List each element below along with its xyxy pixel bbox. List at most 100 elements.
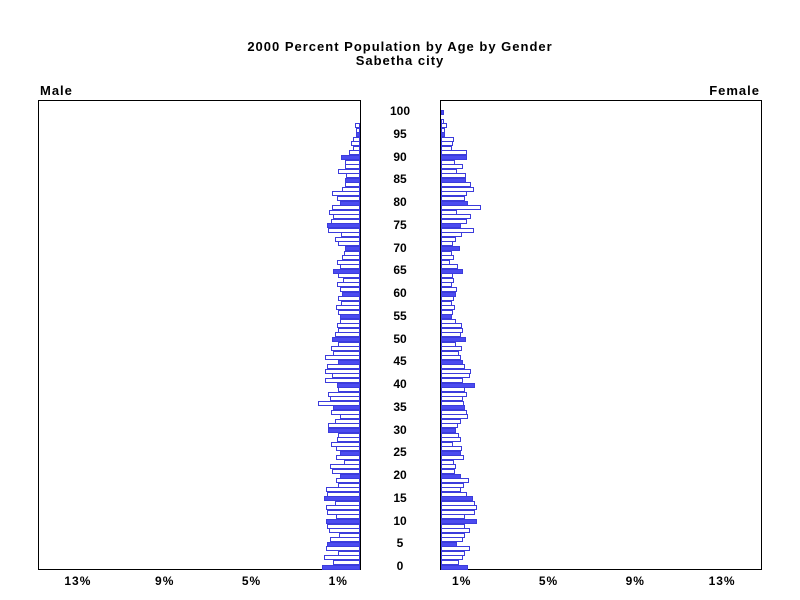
female-bar-age-5 bbox=[441, 541, 457, 547]
female-bar-age-38 bbox=[441, 391, 467, 397]
male-bar-age-29 bbox=[338, 432, 360, 438]
female-bar-age-65 bbox=[441, 268, 463, 274]
male-bar-age-25 bbox=[340, 450, 360, 456]
female-bar-age-19 bbox=[441, 478, 469, 484]
female-bar-age-25 bbox=[441, 450, 461, 456]
male-bar-age-41 bbox=[325, 377, 360, 383]
male-bar-age-8 bbox=[329, 528, 360, 534]
male-bar-age-53 bbox=[337, 323, 360, 329]
male-bar-age-1 bbox=[333, 559, 360, 565]
chart-title-line2: Sabetha city bbox=[355, 53, 445, 68]
female-bar-age-70 bbox=[441, 246, 460, 251]
female-bar-age-49 bbox=[441, 341, 456, 347]
female-bar-age-45 bbox=[441, 359, 463, 365]
male-bar-age-48 bbox=[331, 346, 360, 352]
female-bar-age-46 bbox=[441, 355, 461, 361]
female-bar-age-67 bbox=[441, 259, 450, 265]
male-bar-age-19 bbox=[336, 478, 360, 484]
male-bar-age-14 bbox=[335, 500, 360, 506]
male-bar-age-89 bbox=[345, 159, 360, 165]
female-bar-age-37 bbox=[441, 396, 463, 402]
male-bar-age-60 bbox=[342, 291, 360, 297]
male-percent-tick-1: 1% bbox=[328, 574, 348, 588]
female-bar-age-52 bbox=[441, 327, 463, 333]
female-bar-age-83 bbox=[441, 186, 474, 192]
age-tick-85: 85 bbox=[393, 172, 407, 187]
male-bar-age-78 bbox=[329, 209, 360, 215]
male-bar-age-15 bbox=[324, 496, 360, 502]
female-bar-age-48 bbox=[441, 346, 462, 352]
age-tick-55: 55 bbox=[393, 308, 407, 323]
age-tick-40: 40 bbox=[393, 377, 407, 391]
female-bar-age-1 bbox=[441, 559, 459, 565]
age-tick-80: 80 bbox=[393, 195, 407, 209]
male-bar-age-27 bbox=[331, 441, 360, 447]
female-bar-age-2 bbox=[441, 555, 463, 561]
male-bar-age-2 bbox=[324, 555, 360, 561]
male-bar-age-6 bbox=[330, 537, 360, 543]
male-bar-age-88 bbox=[345, 164, 360, 170]
male-bar-age-33 bbox=[340, 414, 360, 420]
chart-title-line1: 2000 Percent Population by Age by Gender bbox=[247, 39, 553, 54]
age-tick-0: 0 bbox=[396, 559, 404, 573]
male-bar-age-50 bbox=[332, 337, 360, 342]
female-bar-age-41 bbox=[441, 377, 463, 383]
male-bar-age-28 bbox=[337, 437, 360, 443]
female-bar-age-74 bbox=[441, 227, 474, 233]
female-bar-age-76 bbox=[441, 218, 467, 224]
female-bar-age-12 bbox=[441, 509, 475, 515]
female-bar-age-77 bbox=[441, 214, 471, 220]
male-bar-age-31 bbox=[328, 423, 360, 429]
female-bar-age-8 bbox=[441, 528, 470, 534]
female-bar-age-59 bbox=[441, 296, 454, 302]
male-bar-age-57 bbox=[336, 305, 360, 311]
male-bar-age-16 bbox=[327, 491, 360, 497]
female-bar-age-55 bbox=[441, 314, 452, 320]
male-bar-age-58 bbox=[341, 300, 360, 306]
male-bar-age-0 bbox=[322, 564, 360, 570]
male-bar-age-40 bbox=[337, 382, 360, 388]
female-bar-age-94 bbox=[441, 136, 454, 142]
male-bar-age-69 bbox=[344, 250, 360, 256]
male-bar-age-56 bbox=[338, 309, 360, 315]
male-percent-tick-13: 13% bbox=[64, 574, 92, 588]
female-bar-age-39 bbox=[441, 387, 465, 393]
female-bar-age-11 bbox=[441, 514, 465, 520]
male-bar-age-71 bbox=[338, 241, 360, 247]
male-bar-age-5 bbox=[327, 541, 360, 547]
female-bar-age-97 bbox=[441, 123, 447, 129]
female-bar-age-81 bbox=[441, 195, 465, 201]
female-bar-age-17 bbox=[441, 487, 461, 493]
male-bar-age-66 bbox=[340, 264, 360, 270]
male-bar-age-30 bbox=[328, 428, 360, 433]
male-bar-age-95 bbox=[356, 132, 360, 138]
male-bar-age-18 bbox=[338, 482, 360, 488]
female-bar-age-51 bbox=[441, 332, 461, 338]
female-bar-age-93 bbox=[441, 141, 453, 147]
female-bar-age-53 bbox=[441, 323, 462, 329]
male-bar-age-79 bbox=[332, 205, 360, 211]
age-tick-25: 25 bbox=[393, 445, 407, 460]
female-bar-age-10 bbox=[441, 519, 477, 524]
male-bar-age-74 bbox=[328, 227, 360, 233]
male-bar-age-46 bbox=[325, 355, 360, 361]
female-bar-age-33 bbox=[441, 414, 468, 420]
male-bar-age-51 bbox=[335, 332, 360, 338]
female-bar-age-42 bbox=[441, 373, 470, 379]
female-bar-age-87 bbox=[441, 168, 457, 174]
female-bar-age-82 bbox=[441, 191, 467, 197]
female-bar-age-84 bbox=[441, 182, 471, 188]
female-bar-age-73 bbox=[441, 232, 462, 238]
female-bar-age-9 bbox=[441, 523, 465, 529]
female-bar-age-91 bbox=[441, 150, 467, 156]
male-bar-age-77 bbox=[333, 214, 360, 220]
male-bar-age-35 bbox=[333, 405, 360, 411]
female-bar-age-23 bbox=[441, 459, 454, 465]
female-bar-age-32 bbox=[441, 418, 461, 424]
male-bar-age-86 bbox=[346, 173, 360, 179]
female-bar-age-64 bbox=[441, 273, 453, 279]
female-percent-tick-9: 9% bbox=[625, 574, 645, 588]
male-bar-age-13 bbox=[326, 505, 360, 511]
male-bar-age-45 bbox=[338, 359, 360, 365]
